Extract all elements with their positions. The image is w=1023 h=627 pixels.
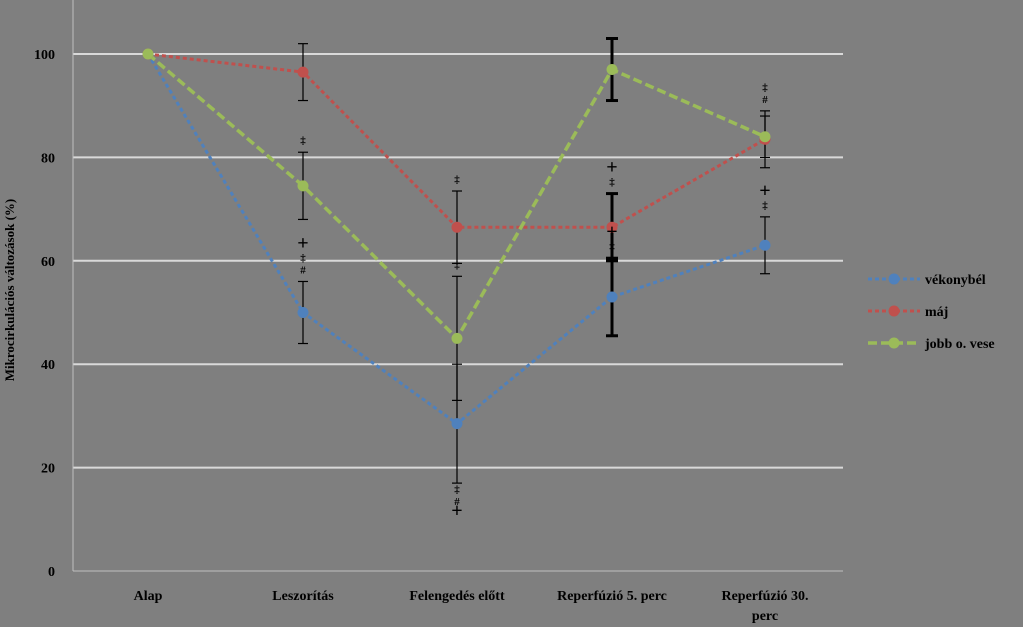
y-tick-label: 60	[41, 255, 55, 270]
legend-swatch-marker	[888, 273, 900, 285]
x-tick-label: Leszorítás	[272, 589, 334, 604]
significance-marker: ‡	[300, 135, 306, 147]
data-point	[297, 66, 309, 78]
significance-marker: #	[762, 94, 768, 106]
x-tick-label-line: Felengedés előtt	[409, 589, 505, 604]
data-point	[759, 239, 771, 251]
x-tick-label: Alap	[134, 589, 163, 604]
significance-marker: ‡	[762, 200, 768, 212]
y-tick-label: 0	[48, 565, 55, 580]
data-points	[142, 48, 771, 430]
data-point	[297, 307, 309, 318]
significance-marker: ‡	[454, 484, 460, 496]
x-tick-label: Reperfúzió 5. perc	[557, 589, 667, 604]
significance-marker: ‡	[609, 177, 615, 189]
x-tick-label: Felengedés előtt	[409, 589, 505, 604]
legend-label: vékonybél	[925, 273, 986, 288]
significance-marker: +	[297, 232, 308, 254]
significance-marker: +	[606, 157, 617, 179]
significance-markers: +‡#‡#++‡+‡‡+‡‡#‡‡	[297, 82, 770, 522]
x-tick-label-line: Leszorítás	[272, 589, 334, 604]
data-point	[759, 131, 771, 143]
y-tick-label: 80	[41, 151, 55, 166]
data-point	[606, 64, 618, 76]
y-tick-label: 40	[41, 358, 55, 373]
legend-swatch-marker	[888, 337, 900, 349]
data-point	[451, 221, 463, 233]
y-axis: 0 20 40 60 80 100	[34, 0, 843, 580]
x-axis: Alap Leszorítás Felengedés előtt Reperfúzió…	[134, 589, 809, 624]
significance-marker: ‡	[454, 174, 460, 186]
significance-marker: ‡	[300, 252, 306, 264]
data-point	[297, 180, 309, 192]
data-point	[606, 291, 618, 303]
x-tick-label-line: Reperfúzió 30.	[721, 589, 808, 604]
x-tick-label-line: Alap	[134, 589, 163, 604]
significance-marker: ‡	[454, 259, 460, 271]
significance-marker: ‡	[762, 82, 768, 94]
significance-marker: +	[759, 180, 770, 202]
significance-marker: #	[300, 264, 306, 276]
significance-marker: #	[454, 496, 460, 508]
significance-marker: ‡	[609, 241, 615, 253]
x-tick-label: Reperfúzió 30. perc	[721, 589, 808, 624]
significance-marker: +	[451, 500, 462, 522]
significance-marker: +	[606, 221, 617, 243]
data-point	[451, 332, 463, 344]
y-axis-label: Mikrocirkulációs változások (%)	[2, 199, 17, 381]
y-tick-label: 100	[34, 48, 55, 63]
x-tick-label-line: perc	[752, 609, 778, 624]
legend-swatch-marker	[888, 305, 900, 317]
data-point	[451, 418, 463, 430]
gridlines	[73, 53, 843, 469]
legend-label: máj	[925, 305, 948, 320]
x-tick-label-line: Reperfúzió 5. perc	[557, 589, 667, 604]
y-tick-label: 20	[41, 462, 55, 477]
data-point	[606, 221, 618, 233]
data-point	[142, 48, 154, 60]
legend-label: jobb o. vese	[924, 337, 995, 352]
legend: vékonybél máj jobb o. vese	[868, 273, 995, 352]
